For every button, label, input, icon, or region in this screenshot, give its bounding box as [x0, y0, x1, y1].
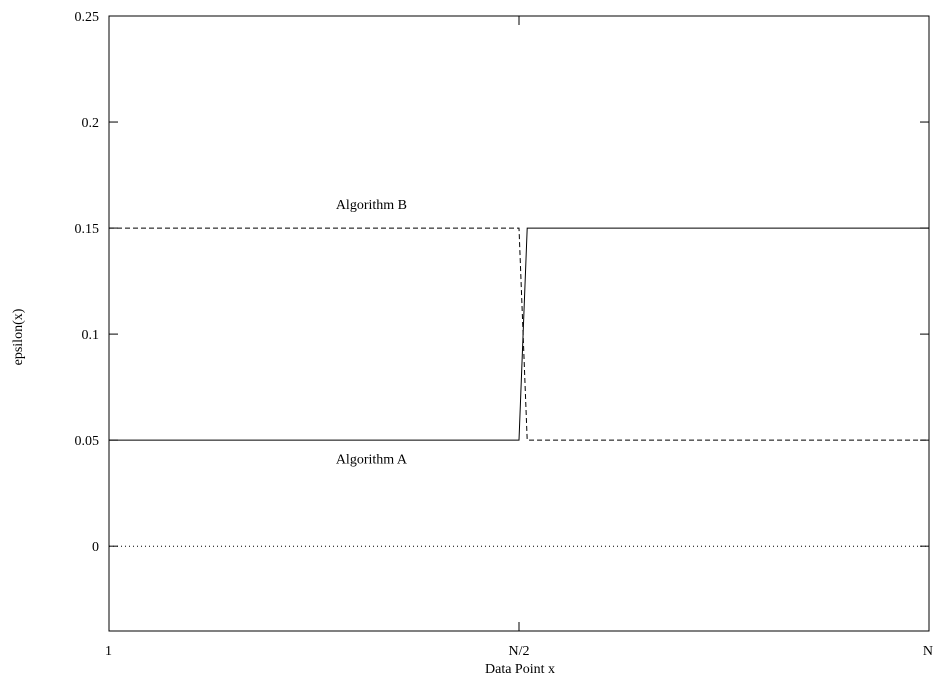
y-tick-label: 0.1 [82, 328, 100, 343]
y-tick-label: 0.2 [82, 116, 100, 131]
tick-labels: 0 0.05 0.1 0.15 0.2 0.25 1 N/2 N [75, 10, 934, 659]
algorithm-a-line [109, 227, 929, 441]
plot-border [108, 15, 930, 632]
algorithm-a-label: Algorithm A [336, 452, 408, 467]
y-tick-label: 0.25 [75, 10, 100, 25]
y-tick-label: 0.05 [75, 434, 100, 449]
y-tick-label: 0 [92, 540, 99, 555]
algorithm-b-line [109, 227, 929, 441]
axis-ticks [108, 15, 930, 631]
x-tick-label: N [923, 644, 933, 659]
y-tick-label: 0.15 [75, 222, 100, 237]
x-tick-label: N/2 [509, 644, 530, 659]
series-layer [109, 227, 929, 547]
x-axis-title: Data Point x [485, 662, 555, 677]
plot-frame [108, 15, 930, 632]
annotation-layer: Algorithm B Algorithm A [336, 198, 408, 467]
y-axis-title: epsilon(x) [11, 308, 26, 365]
algorithm-b-label: Algorithm B [336, 198, 407, 213]
x-tick-label: 1 [105, 644, 112, 659]
